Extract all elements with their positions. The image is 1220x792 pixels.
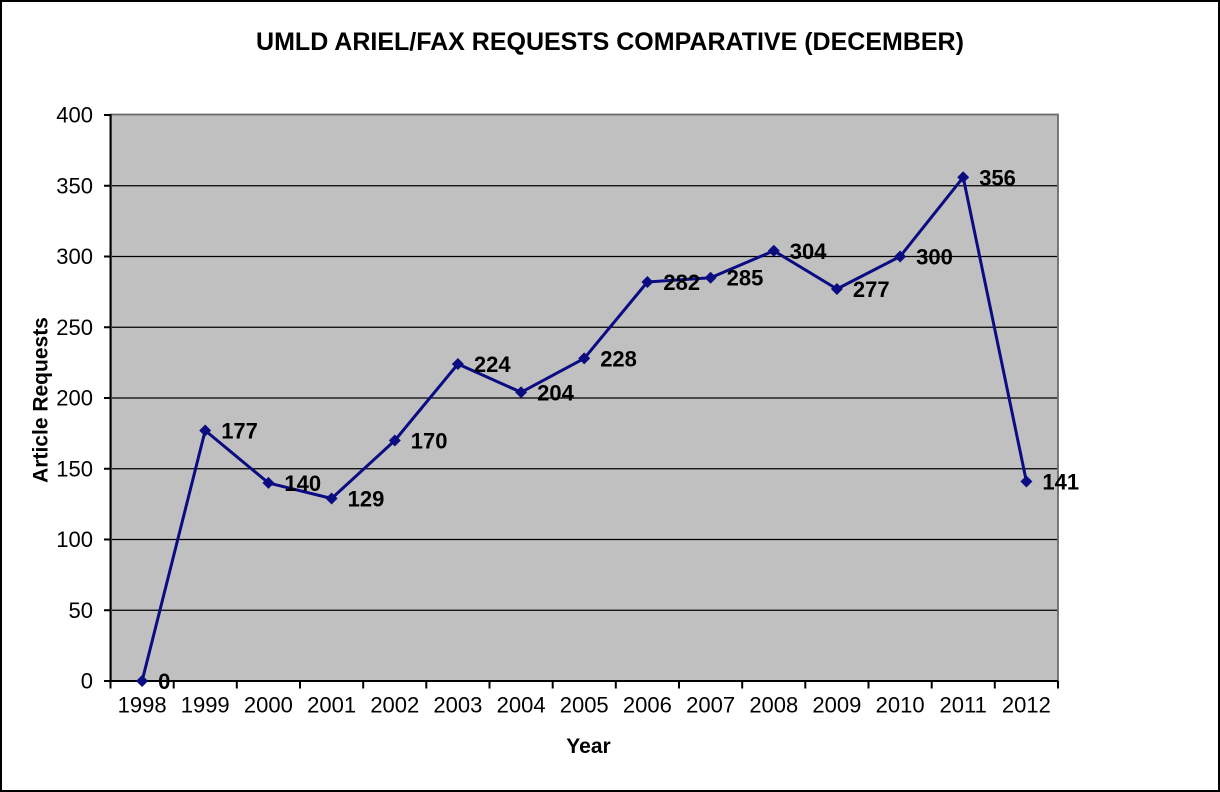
svg-text:304: 304 (790, 239, 827, 264)
svg-text:200: 200 (56, 386, 93, 411)
svg-text:2010: 2010 (876, 693, 925, 718)
svg-text:100: 100 (56, 527, 93, 552)
svg-text:282: 282 (663, 270, 700, 295)
svg-text:2004: 2004 (497, 693, 546, 718)
svg-text:Year: Year (566, 735, 610, 758)
svg-text:2009: 2009 (812, 693, 861, 718)
svg-text:2008: 2008 (749, 693, 798, 718)
svg-text:50: 50 (69, 598, 93, 623)
svg-text:300: 300 (916, 245, 953, 270)
svg-text:141: 141 (1042, 470, 1079, 495)
svg-text:400: 400 (56, 103, 93, 128)
svg-text:2002: 2002 (370, 693, 419, 718)
svg-text:2005: 2005 (560, 693, 609, 718)
svg-text:356: 356 (979, 165, 1016, 190)
svg-text:140: 140 (284, 471, 321, 496)
svg-text:277: 277 (853, 277, 890, 302)
svg-text:1998: 1998 (118, 693, 167, 718)
svg-text:285: 285 (727, 266, 764, 291)
svg-text:2000: 2000 (244, 693, 293, 718)
svg-text:1999: 1999 (181, 693, 230, 718)
svg-text:300: 300 (56, 244, 93, 269)
svg-text:250: 250 (56, 315, 93, 340)
svg-text:2001: 2001 (307, 693, 356, 718)
svg-text:228: 228 (600, 346, 637, 371)
svg-text:204: 204 (537, 380, 574, 405)
svg-text:2007: 2007 (686, 693, 735, 718)
svg-text:2006: 2006 (623, 693, 672, 718)
svg-text:224: 224 (474, 352, 511, 377)
svg-text:2011: 2011 (940, 693, 987, 718)
svg-text:350: 350 (56, 173, 93, 198)
svg-text:UMLD ARIEL/FAX REQUESTS COMPAR: UMLD ARIEL/FAX REQUESTS COMPARATIVE (DEC… (256, 28, 964, 56)
svg-text:2012: 2012 (1002, 693, 1051, 718)
svg-text:2003: 2003 (433, 693, 482, 718)
svg-text:0: 0 (81, 669, 93, 694)
svg-text:129: 129 (348, 487, 385, 512)
svg-text:177: 177 (221, 419, 258, 444)
svg-text:150: 150 (56, 456, 93, 481)
svg-text:Article Requests: Article Requests (30, 317, 53, 483)
svg-text:0: 0 (158, 669, 170, 694)
svg-text:170: 170 (411, 429, 448, 454)
